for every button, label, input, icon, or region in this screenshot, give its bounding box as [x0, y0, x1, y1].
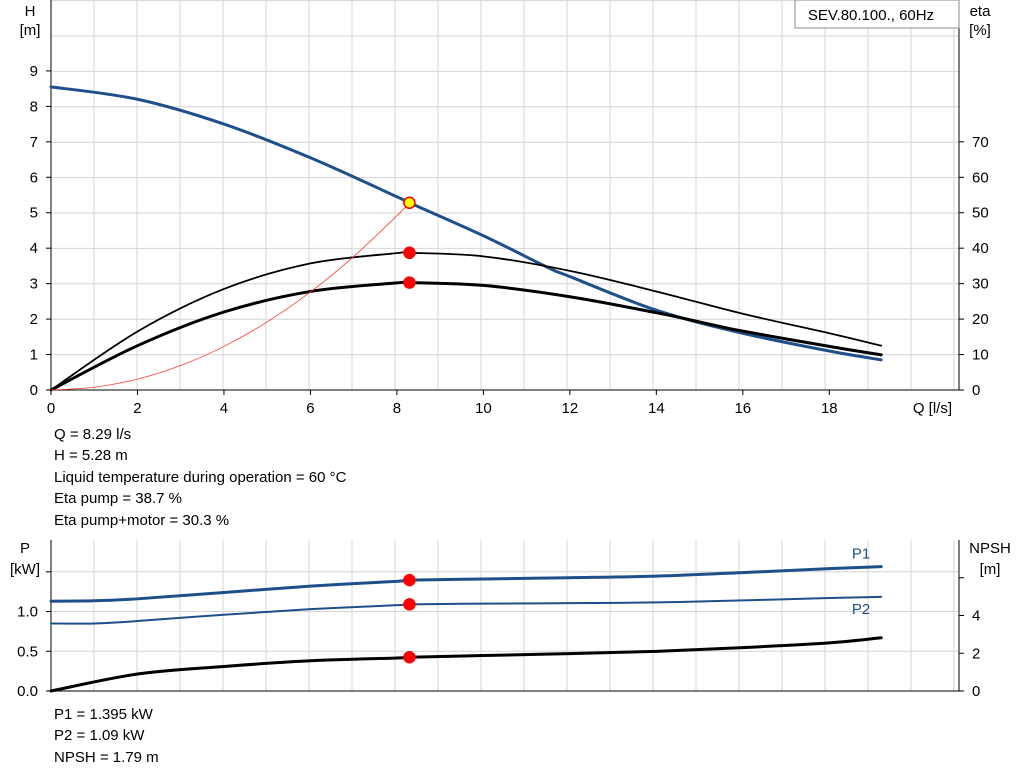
x-axis-label: Q [l/s]	[913, 400, 952, 417]
eta-pump-curve	[50, 251, 883, 391]
power-npsh-chart: 0.0 0.5 1.0 0 2 4 P [kW] NPSH [m] P1 P2	[10, 540, 1011, 700]
duty-point-npsh	[403, 650, 416, 664]
y-right-axis-label: NPSH	[969, 540, 1011, 557]
y-left-tick-label: 0.0	[17, 683, 38, 700]
x-tick-label: 0	[47, 400, 55, 417]
y-left-tick-label: 2	[30, 311, 38, 328]
y-right-tick-label: 30	[972, 276, 989, 293]
y-right-tick-label: 0	[972, 683, 980, 700]
p2-curve	[50, 595, 883, 625]
y-right-tick-label: 70	[972, 134, 989, 151]
y-left-axis-unit: [m]	[20, 22, 41, 39]
y-right-axis-unit: [m]	[980, 561, 1001, 578]
system-curve	[50, 202, 410, 391]
duty-point-eta-pump	[403, 246, 416, 260]
head-curve	[49, 85, 883, 362]
x-tick-label: 12	[562, 400, 579, 417]
p1-series-label: P1	[852, 546, 870, 563]
readout-p2: P2 = 1.09 kW	[54, 727, 145, 745]
readout-npsh: NPSH = 1.79 m	[54, 748, 159, 766]
y-right-axis-label: eta	[970, 3, 992, 20]
x-tick-label: 10	[475, 400, 492, 417]
eta-pump-motor-curve	[49, 280, 883, 392]
duty-point-eta-pump-motor	[403, 276, 416, 289]
y-right-tick-label: 0	[972, 382, 980, 399]
chart-title: SEV.80.100., 60Hz	[808, 7, 934, 24]
y-left-tick-label: 9	[30, 63, 38, 80]
p2-series-label: P2	[852, 601, 870, 618]
y-left-tick-label: 4	[30, 240, 38, 257]
readout-flow: Q = 8.29 l/s	[54, 426, 132, 443]
x-tick-label: 16	[734, 400, 751, 417]
y-left-tick-label: 1.0	[17, 604, 38, 621]
y-left-tick-label: 3	[30, 276, 38, 293]
operating-point-readout: Q = 8.29 l/s H = 5.28 m Liquid temperatu…	[54, 424, 346, 531]
readout-eta-pump: Eta pump = 38.7 %	[54, 490, 182, 508]
head-efficiency-chart: 0 2 4 6 8 10 12 14 16 180123456789010203040506070…	[20, 0, 992, 417]
x-tick-label: 8	[393, 400, 401, 417]
title-box	[794, 0, 960, 29]
x-tick-label: 14	[648, 400, 665, 417]
y-left-tick-label: 0	[30, 382, 38, 399]
y-right-tick-label: 60	[972, 169, 989, 186]
y-left-tick-label: 6	[30, 169, 38, 186]
readout-p1: P1 = 1.395 kW	[54, 706, 153, 723]
y-left-tick-label: 5	[30, 205, 38, 222]
readout-head: H = 5.28 m	[54, 447, 128, 465]
y-right-tick-label: 40	[972, 240, 989, 257]
y-right-tick-label: 20	[972, 311, 989, 328]
x-tick-label: 2	[133, 400, 141, 417]
y-left-tick-label: 7	[30, 134, 38, 151]
duty-point-head	[403, 196, 416, 210]
y-right-axis-unit: [%]	[969, 22, 991, 39]
x-tick-label: 6	[306, 400, 314, 417]
duty-point-p2	[403, 598, 416, 611]
y-left-axis-label: P	[20, 540, 30, 557]
y-right-tick-label: 2	[972, 645, 980, 662]
y-left-axis-label: H	[25, 3, 36, 20]
y-right-tick-label: 4	[972, 608, 980, 625]
x-tick-label: 18	[821, 400, 838, 417]
readout-eta-pump-motor: Eta pump+motor = 30.3 %	[54, 511, 230, 529]
duty-point-p1	[403, 573, 416, 587]
y-right-tick-label: 10	[972, 347, 989, 364]
readout-liquid-temperature: Liquid temperature during operation = 60…	[54, 468, 347, 486]
x-tick-label: 4	[220, 400, 228, 417]
y-right-tick-label: 50	[972, 205, 989, 222]
power-readout: P1 = 1.395 kW P2 = 1.09 kW NPSH = 1.79 m	[54, 704, 159, 768]
npsh-curve	[49, 636, 883, 693]
y-left-tick-label: 0.5	[17, 643, 38, 660]
y-left-tick-label: 8	[30, 98, 38, 115]
y-left-axis-unit: [kW]	[10, 561, 40, 578]
y-left-tick-label: 1	[30, 347, 38, 364]
